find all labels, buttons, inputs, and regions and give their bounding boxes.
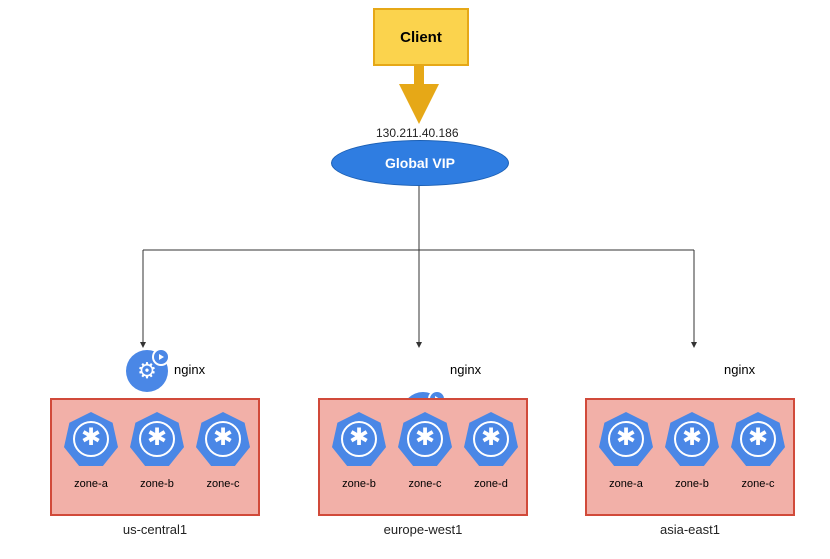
- nginx-icon: ⚙: [126, 350, 168, 392]
- zone-label: zone-b: [130, 478, 184, 490]
- region-name-label: asia-east1: [585, 522, 795, 537]
- nginx-label: nginx: [174, 362, 205, 377]
- zone-label: zone-b: [665, 478, 719, 490]
- client-box: Client: [373, 8, 469, 66]
- ip-address-text: 130.211.40.186: [376, 126, 459, 140]
- zone-label: zone-a: [64, 478, 118, 490]
- global-vip-label: Global VIP: [385, 155, 455, 171]
- zone-label: zone-a: [599, 478, 653, 490]
- zone-label: zone-d: [464, 478, 518, 490]
- nginx-label: nginx: [724, 362, 755, 377]
- global-vip-node: Global VIP: [331, 140, 509, 186]
- zone-label: zone-c: [398, 478, 452, 490]
- region-name-label: europe-west1: [318, 522, 528, 537]
- client-label: Client: [400, 29, 442, 46]
- region-name-label: us-central1: [50, 522, 260, 537]
- nginx-label: nginx: [450, 362, 481, 377]
- zone-label: zone-c: [196, 478, 250, 490]
- zone-label: zone-c: [731, 478, 785, 490]
- zone-label: zone-b: [332, 478, 386, 490]
